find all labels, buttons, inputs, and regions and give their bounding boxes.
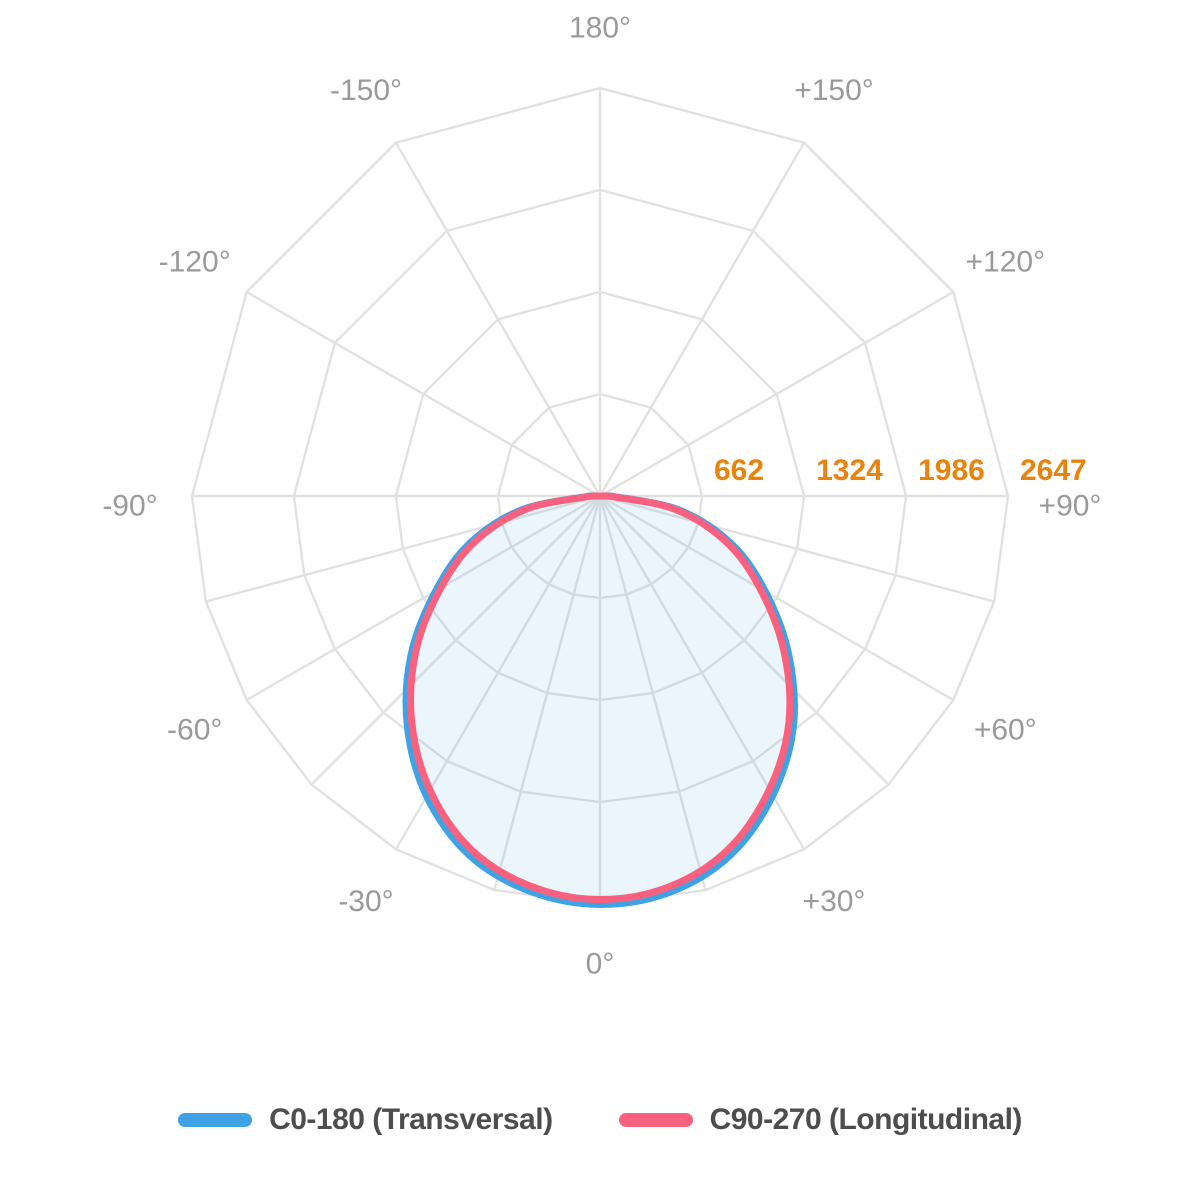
grid-radial--15deg <box>493 495 602 891</box>
angle-label-30deg: +30° <box>803 885 866 918</box>
angle-label-0deg: 0° <box>586 948 615 981</box>
grid-radial--60deg <box>246 494 601 702</box>
grid-radial--150deg <box>394 142 602 497</box>
grid-radial-120deg <box>599 290 954 498</box>
grid-radial-75deg <box>599 494 995 603</box>
grid-radial-60deg <box>599 494 954 702</box>
legend-swatch-c0-180-icon <box>178 1113 253 1127</box>
grid-radial-15deg <box>598 495 707 891</box>
angle-label-90deg: +90° <box>1039 490 1102 523</box>
grid-radial-150deg <box>598 142 806 497</box>
angle-label--150deg: -150° <box>330 74 402 107</box>
grid-radial--120deg <box>246 290 601 498</box>
angle-label-180deg: 180° <box>569 12 631 45</box>
angle-label--120deg: -120° <box>159 246 231 279</box>
legend-swatch-c90-270-icon <box>618 1113 693 1127</box>
legend-label-c90-270: C90-270 (Longitudinal) <box>709 1103 1023 1136</box>
radial-tick-label-1986: 1986 <box>918 454 985 487</box>
angle-label-60deg: +60° <box>974 714 1037 747</box>
radial-tick-label-2647: 2647 <box>1020 454 1087 487</box>
series-curve-1 <box>407 492 794 904</box>
angle-label-120deg: +120° <box>966 246 1046 279</box>
angle-label--30deg: -30° <box>338 885 393 918</box>
angle-label--90deg: -90° <box>102 490 157 523</box>
legend-label-c0-180: C0-180 (Transversal) <box>269 1103 553 1136</box>
polar-chart: 662 1324 1986 2647 0° +30° +60° +90° +120° +150° 1… <box>102 12 1102 981</box>
legend-item-c0-180: C0-180 (Transversal) <box>178 1103 553 1137</box>
polar-grid <box>190 86 1010 906</box>
angle-label-150deg: +150° <box>794 74 874 107</box>
legend-item-c90-270: C90-270 (Longitudinal) <box>618 1103 1023 1137</box>
legend: C0-180 (Transversal) C90-270 (Longitudin… <box>0 1103 1200 1137</box>
grid-radial--75deg <box>205 494 601 603</box>
radial-tick-label-1324: 1324 <box>816 454 883 487</box>
radial-tick-label-662: 662 <box>714 454 764 487</box>
grid-radial--45deg <box>310 495 601 786</box>
grid-radial-45deg <box>599 495 890 786</box>
angle-label--60deg: -60° <box>167 714 222 747</box>
